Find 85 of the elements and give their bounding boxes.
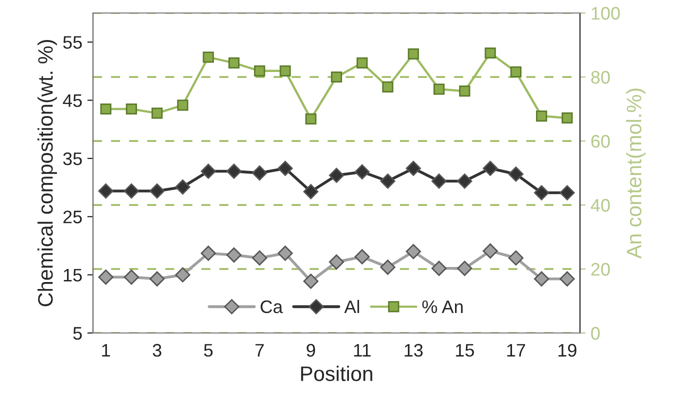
y2-tick-label: 20: [591, 262, 610, 276]
point: [98, 270, 114, 285]
point: [408, 48, 419, 60]
point: [330, 71, 342, 83]
point: [177, 100, 188, 111]
point: [560, 271, 575, 286]
point: [406, 244, 421, 260]
x-tick-label: 1: [102, 344, 110, 356]
point: [278, 246, 293, 261]
point: [356, 57, 368, 68]
point: [433, 84, 445, 95]
point: [406, 160, 421, 176]
point: [382, 81, 394, 92]
point: [457, 174, 472, 189]
point: [226, 164, 242, 179]
point: [560, 185, 575, 200]
point: [482, 243, 498, 259]
point: [150, 271, 165, 286]
point: [124, 270, 140, 285]
point: [100, 103, 112, 115]
x-tick-label: 3: [152, 344, 162, 357]
point: [200, 246, 216, 261]
y2-tick-label: 40: [590, 198, 610, 212]
y-tick-label: 45: [62, 94, 82, 107]
point: [254, 65, 266, 76]
x-tick-label: 5: [204, 344, 213, 357]
point: [484, 47, 496, 59]
point: [562, 112, 573, 124]
y-tick-label: 15: [64, 268, 82, 282]
point: [98, 183, 114, 199]
point: [226, 247, 242, 263]
legend-label: % An: [422, 300, 463, 314]
point: [536, 110, 548, 122]
legend-label: Ca: [260, 300, 283, 314]
point: [431, 174, 447, 189]
point: [202, 52, 214, 63]
point: [252, 165, 268, 181]
x-tick-label: 17: [507, 344, 526, 356]
point: [508, 166, 524, 182]
point: [252, 250, 268, 266]
x-tick-label: 19: [558, 344, 576, 357]
y2-tick-label: 80: [591, 70, 610, 84]
y-tick-label: 25: [63, 210, 82, 224]
y-tick-label: 55: [63, 36, 82, 49]
point: [354, 249, 370, 264]
point: [328, 168, 344, 183]
point: [508, 250, 524, 266]
point: [150, 183, 165, 199]
point: [482, 160, 498, 176]
x-tick-label: 11: [354, 344, 371, 356]
point: [228, 57, 240, 68]
y2-axis-title: An content(mol.%): [626, 88, 646, 259]
point: [305, 113, 316, 124]
point: [200, 164, 216, 179]
y2-tick-label: 100: [592, 6, 620, 20]
point: [175, 179, 190, 195]
x-tick-label: 7: [256, 344, 264, 356]
legend-label: Al: [344, 300, 360, 314]
y-axis-title: Chemical composition(wt. %): [38, 40, 57, 306]
point: [126, 103, 138, 115]
y-tick-label: 5: [73, 327, 82, 340]
x-tick-label: 13: [404, 344, 423, 357]
point: [431, 260, 447, 276]
point: [534, 185, 550, 200]
x-tick-label: 15: [456, 344, 474, 357]
point: [380, 174, 396, 189]
y-tick-label: 35: [63, 152, 82, 166]
x-tick-label: 9: [306, 344, 316, 357]
point: [175, 267, 190, 282]
point: [459, 86, 470, 97]
point: [303, 274, 318, 289]
point: [510, 66, 522, 78]
point: [354, 164, 370, 180]
point: [280, 65, 291, 76]
point: [457, 260, 472, 276]
point: [124, 183, 140, 199]
y2-tick-label: 0: [591, 326, 600, 340]
point: [303, 184, 318, 200]
point: [152, 108, 163, 119]
point: [380, 260, 396, 275]
point: [278, 160, 293, 176]
point: [534, 271, 550, 286]
x-axis-title: Position: [301, 366, 372, 382]
y2-tick-label: 60: [591, 134, 610, 148]
point: [328, 254, 344, 270]
